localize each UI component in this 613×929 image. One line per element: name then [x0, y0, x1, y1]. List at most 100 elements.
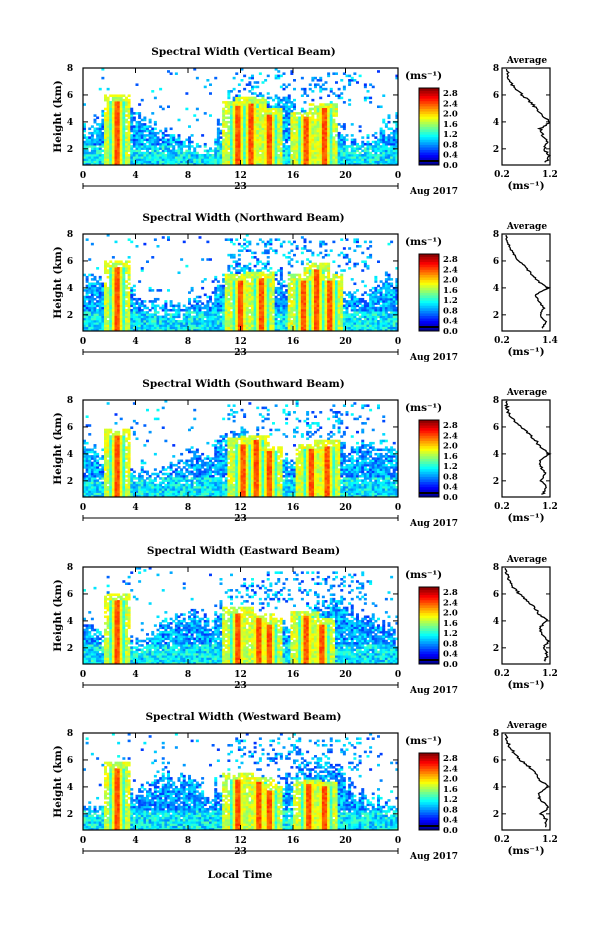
- heatmap-cell: [227, 120, 231, 124]
- heatmap-cell: [327, 262, 331, 266]
- heatmap-cell: [332, 304, 336, 308]
- heatmap-cell: [140, 118, 144, 122]
- heatmap-cell: [300, 134, 304, 137]
- heatmap-cell: [127, 162, 131, 166]
- heatmap-cell: [243, 289, 247, 292]
- heatmap-cell: [303, 118, 307, 122]
- heatmap-cell: [195, 319, 199, 323]
- heatmap-cell: [146, 313, 149, 316]
- heatmap-cell: [369, 156, 373, 159]
- heatmap-cell: [122, 275, 126, 279]
- heatmap-cell: [279, 286, 283, 290]
- heatmap-cell: [104, 129, 107, 133]
- heatmap-cell: [127, 278, 131, 281]
- heatmap-cell: [177, 138, 181, 142]
- heatmap-cell: [106, 142, 110, 146]
- heatmap-cell: [387, 140, 391, 144]
- heatmap-cell: [356, 142, 359, 146]
- heatmap-cell: [285, 147, 289, 150]
- heatmap-cell: [350, 147, 354, 150]
- heatmap-cell: [135, 326, 139, 330]
- heatmap-cell: [279, 319, 283, 323]
- heatmap-cell: [230, 107, 233, 111]
- heatmap-cell: [153, 134, 157, 137]
- heatmap-cell: [125, 134, 128, 137]
- heatmap-cell: [148, 140, 152, 144]
- heatmap-cell: [111, 114, 115, 117]
- heatmap-cell: [319, 142, 323, 146]
- heatmap-cell: [248, 136, 252, 139]
- heatmap-cell: [159, 160, 163, 164]
- heatmap-cell: [104, 311, 107, 314]
- heatmap-cell: [321, 264, 325, 268]
- heatmap-cell: [316, 267, 320, 270]
- heatmap-cell: [300, 123, 304, 126]
- heatmap-cell: [308, 328, 312, 332]
- heatmap-cell: [319, 87, 323, 91]
- heatmap-cell: [274, 103, 278, 106]
- heatmap-cell: [248, 282, 252, 286]
- heatmap-cell: [256, 273, 260, 277]
- heatmap-cell: [324, 249, 328, 252]
- heatmap-cell: [106, 313, 110, 316]
- heatmap-cell: [251, 105, 254, 109]
- heatmap-cell: [127, 304, 131, 308]
- heatmap-cell: [148, 151, 152, 155]
- heatmap-cell: [251, 118, 254, 122]
- heatmap-cell: [345, 74, 349, 78]
- heatmap-cell: [146, 149, 149, 153]
- heatmap-cell: [285, 131, 289, 135]
- heatmap-cell: [101, 302, 105, 305]
- heatmap-cell: [319, 149, 323, 153]
- heatmap-cell: [345, 145, 349, 148]
- heatmap-cell: [111, 149, 115, 153]
- heatmap-cell: [169, 136, 173, 139]
- heatmap-cell: [303, 238, 307, 241]
- heatmap-cell: [266, 107, 270, 111]
- heatmap-cell: [274, 238, 278, 241]
- heatmap-cell: [111, 94, 115, 97]
- heatmap-cell: [324, 326, 328, 330]
- heatmap-cell: [119, 289, 123, 292]
- heatmap-cell: [177, 160, 181, 164]
- heatmap-cell: [256, 284, 260, 288]
- heatmap-cell: [274, 96, 278, 100]
- heatmap-cell: [127, 317, 131, 321]
- heatmap-cell: [287, 114, 291, 117]
- average-title: Average: [506, 56, 547, 66]
- average-profile-line: [505, 68, 552, 163]
- heatmap-cell: [198, 319, 202, 323]
- heatmap-cell: [101, 319, 105, 323]
- heatmap-cell: [298, 293, 302, 297]
- heatmap-cell: [135, 131, 139, 135]
- heatmap-cell: [327, 313, 331, 316]
- heatmap-cell: [148, 315, 152, 319]
- heatmap-cell: [227, 291, 231, 294]
- heatmap-cell: [232, 114, 236, 117]
- heatmap-cell: [219, 149, 223, 153]
- heatmap-cell: [316, 271, 320, 275]
- heatmap-cell: [256, 293, 260, 297]
- heatmap-cell: [209, 319, 212, 323]
- heatmap-cell: [287, 149, 291, 153]
- heatmap-cell: [114, 328, 118, 332]
- heatmap-cell: [335, 280, 338, 283]
- heatmap-cell: [324, 280, 328, 283]
- heatmap-cell: [109, 324, 113, 327]
- heatmap-cell: [148, 328, 152, 332]
- heatmap-cell: [329, 291, 333, 294]
- colorbar-segment: [419, 100, 439, 104]
- heatmap-cell: [161, 308, 165, 312]
- heatmap-cell: [306, 293, 310, 297]
- heatmap-cell: [300, 158, 304, 161]
- heatmap-cell: [88, 153, 92, 157]
- heatmap-cell: [98, 142, 102, 146]
- heatmap-cell: [211, 328, 215, 332]
- heatmap-cell: [96, 313, 100, 316]
- heatmap-cell: [101, 311, 105, 314]
- heatmap-cell: [314, 125, 317, 128]
- heatmap-cell: [122, 264, 126, 268]
- heatmap-cell: [119, 103, 123, 106]
- heatmap-cell: [119, 101, 123, 104]
- heatmap-cell: [114, 262, 118, 266]
